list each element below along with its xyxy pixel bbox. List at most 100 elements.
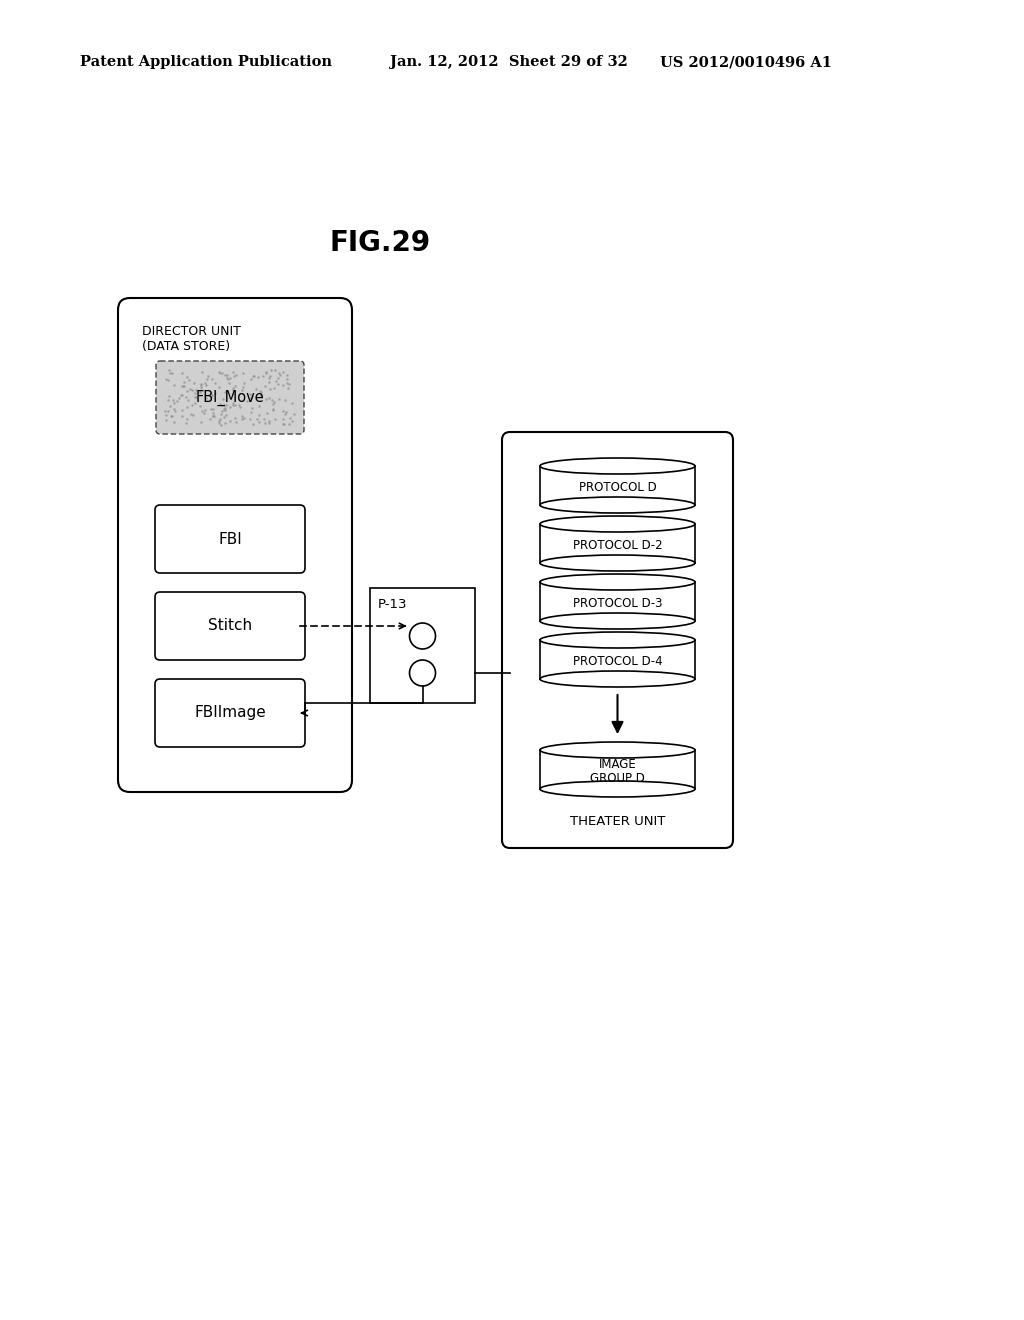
Point (257, 375, 273, 396)
Point (257, 413, 273, 434)
Ellipse shape (540, 612, 695, 630)
Point (234, 362, 251, 383)
Point (180, 370, 197, 391)
Point (233, 380, 250, 401)
Point (204, 384, 220, 405)
Point (224, 379, 241, 400)
Point (278, 404, 294, 425)
Point (260, 371, 276, 392)
Point (171, 387, 187, 408)
Point (253, 385, 269, 407)
Point (219, 364, 236, 385)
Point (174, 405, 190, 426)
Point (245, 366, 261, 387)
Point (165, 389, 181, 411)
Point (234, 376, 251, 397)
Point (193, 376, 209, 397)
Point (250, 366, 266, 387)
Point (216, 397, 232, 418)
Point (266, 391, 283, 412)
Point (228, 412, 245, 433)
Point (194, 400, 210, 421)
Point (262, 379, 279, 400)
Circle shape (410, 623, 435, 649)
Point (173, 376, 189, 397)
Point (193, 381, 209, 403)
Point (218, 404, 234, 425)
Point (158, 409, 174, 430)
Point (199, 368, 215, 389)
Ellipse shape (540, 458, 695, 474)
Text: FBI: FBI (218, 532, 242, 546)
Point (226, 366, 243, 387)
Point (251, 412, 267, 433)
Point (215, 388, 231, 409)
Point (262, 360, 279, 381)
Point (250, 405, 266, 426)
Point (174, 363, 190, 384)
Point (225, 392, 242, 413)
Point (220, 372, 237, 393)
Ellipse shape (540, 781, 695, 797)
Point (205, 403, 221, 424)
Point (252, 381, 268, 403)
Point (186, 392, 203, 413)
Ellipse shape (540, 498, 695, 513)
Point (264, 393, 281, 414)
Bar (540, 582, 695, 620)
Text: DIRECTOR UNIT
(DATA STORE): DIRECTOR UNIT (DATA STORE) (142, 325, 241, 352)
Bar (540, 466, 695, 506)
Point (166, 411, 182, 432)
Point (187, 383, 204, 404)
Point (195, 362, 211, 383)
Point (193, 375, 209, 396)
Point (260, 387, 276, 408)
Point (164, 405, 180, 426)
Point (283, 408, 299, 429)
Point (231, 396, 248, 417)
Point (158, 368, 174, 389)
Point (275, 362, 292, 383)
Point (166, 392, 182, 413)
Point (245, 385, 261, 407)
Point (220, 368, 237, 389)
Point (191, 396, 208, 417)
Point (211, 362, 227, 383)
Point (179, 409, 196, 430)
Point (276, 389, 293, 411)
Point (222, 411, 239, 432)
Point (177, 413, 194, 434)
Point (158, 405, 174, 426)
Point (240, 391, 256, 412)
Point (253, 384, 269, 405)
Point (233, 405, 250, 426)
Point (212, 414, 228, 436)
Point (258, 363, 274, 384)
Text: Jan. 12, 2012  Sheet 29 of 32: Jan. 12, 2012 Sheet 29 of 32 (390, 55, 628, 69)
Point (206, 405, 222, 426)
Point (162, 363, 178, 384)
Point (280, 372, 296, 393)
Point (212, 363, 228, 384)
Text: FIG.29: FIG.29 (330, 228, 430, 257)
Point (226, 395, 243, 416)
Bar (540, 750, 695, 789)
Point (244, 368, 260, 389)
Point (216, 395, 232, 416)
Point (254, 366, 270, 387)
Point (196, 403, 212, 424)
Point (231, 395, 248, 416)
Point (183, 379, 200, 400)
Point (204, 368, 220, 389)
Point (161, 385, 177, 407)
Point (253, 381, 269, 403)
Point (166, 399, 182, 420)
Point (266, 378, 283, 399)
Point (174, 400, 190, 421)
Text: FBI_Move: FBI_Move (196, 389, 264, 405)
Point (222, 396, 239, 417)
Point (266, 360, 283, 381)
Point (272, 364, 289, 385)
Point (160, 389, 176, 411)
Point (248, 388, 264, 409)
